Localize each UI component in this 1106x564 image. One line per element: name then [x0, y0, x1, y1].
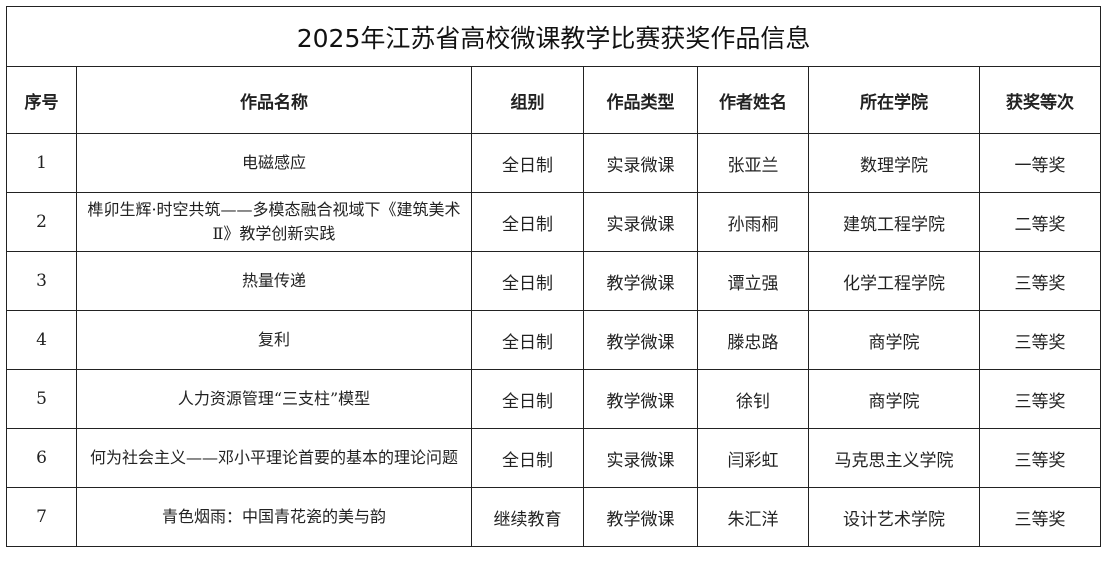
cell-group: 全日制	[471, 310, 584, 370]
cell-group: 全日制	[471, 192, 584, 252]
cell-work-name: 何为社会主义——邓小平理论首要的基本的理论问题	[76, 428, 472, 488]
cell-work-name: 人力资源管理“三支柱”模型	[76, 369, 472, 429]
header-group: 组别	[471, 66, 584, 134]
cell-index: 6	[6, 428, 77, 488]
cell-author: 张亚兰	[697, 133, 809, 193]
cell-work-name: 复利	[76, 310, 472, 370]
header-author: 作者姓名	[697, 66, 809, 134]
cell-college: 建筑工程学院	[808, 192, 980, 252]
cell-award: 三等奖	[978, 487, 1102, 547]
cell-work-name: 电磁感应	[76, 133, 472, 193]
cell-work-name: 青色烟雨：中国青花瓷的美与韵	[76, 487, 472, 547]
cell-college: 设计艺术学院	[808, 487, 980, 547]
header-row: 序号 作品名称 组别 作品类型 作者姓名 所在学院 获奖等次	[6, 66, 1102, 134]
header-college: 所在学院	[808, 66, 980, 134]
cell-work-type: 实录微课	[583, 428, 698, 488]
cell-index: 7	[6, 487, 77, 547]
table-row: 3 热量传递 全日制 教学微课 谭立强 化学工程学院 三等奖	[6, 251, 1102, 311]
cell-author: 朱汇洋	[697, 487, 809, 547]
header-work-name: 作品名称	[76, 66, 472, 134]
cell-work-type: 实录微课	[583, 133, 698, 193]
cell-award: 二等奖	[978, 192, 1102, 252]
cell-college: 化学工程学院	[808, 251, 980, 311]
cell-award: 三等奖	[978, 369, 1102, 429]
cell-award: 三等奖	[978, 310, 1102, 370]
cell-author: 谭立强	[697, 251, 809, 311]
cell-work-type: 教学微课	[583, 310, 698, 370]
cell-author: 孙雨桐	[697, 192, 809, 252]
cell-author: 闫彩虹	[697, 428, 809, 488]
cell-work-type: 实录微课	[583, 192, 698, 252]
cell-college: 商学院	[808, 369, 980, 429]
cell-award: 一等奖	[978, 133, 1102, 193]
cell-college: 数理学院	[808, 133, 980, 193]
cell-index: 5	[6, 369, 77, 429]
cell-index: 3	[6, 251, 77, 311]
cell-college: 商学院	[808, 310, 980, 370]
header-award: 获奖等次	[978, 66, 1102, 134]
cell-index: 1	[6, 133, 77, 193]
table-title: 2025年江苏省高校微课教学比赛获奖作品信息	[5, 6, 1102, 67]
header-work-type: 作品类型	[583, 66, 698, 134]
cell-group: 继续教育	[471, 487, 584, 547]
cell-author: 徐钊	[697, 369, 809, 429]
cell-work-type: 教学微课	[583, 487, 698, 547]
cell-group: 全日制	[471, 369, 584, 429]
header-index: 序号	[6, 66, 77, 134]
cell-group: 全日制	[471, 428, 584, 488]
table-row: 7 青色烟雨：中国青花瓷的美与韵 继续教育 教学微课 朱汇洋 设计艺术学院 三等奖	[6, 487, 1102, 547]
cell-college: 马克思主义学院	[808, 428, 980, 488]
table-row: 5 人力资源管理“三支柱”模型 全日制 教学微课 徐钊 商学院 三等奖	[6, 369, 1102, 429]
cell-work-type: 教学微课	[583, 251, 698, 311]
cell-index: 2	[6, 192, 77, 252]
awards-table: 2025年江苏省高校微课教学比赛获奖作品信息 序号 作品名称 组别 作品类型 作…	[5, 6, 1102, 547]
cell-award: 三等奖	[978, 251, 1102, 311]
cell-work-type: 教学微课	[583, 369, 698, 429]
table-row: 2 榫卯生辉·时空共筑——多模态融合视域下《建筑美术Ⅱ》教学创新实践 全日制 实录微课…	[6, 192, 1102, 252]
table-row: 1 电磁感应 全日制 实录微课 张亚兰 数理学院 一等奖	[6, 133, 1102, 193]
table-row: 4 复利 全日制 教学微课 滕忠路 商学院 三等奖	[6, 310, 1102, 370]
cell-work-name: 榫卯生辉·时空共筑——多模态融合视域下《建筑美术Ⅱ》教学创新实践	[76, 192, 472, 252]
table-row: 6 何为社会主义——邓小平理论首要的基本的理论问题 全日制 实录微课 闫彩虹 马克思主义学…	[6, 428, 1102, 488]
cell-group: 全日制	[471, 133, 584, 193]
cell-group: 全日制	[471, 251, 584, 311]
cell-award: 三等奖	[978, 428, 1102, 488]
cell-author: 滕忠路	[697, 310, 809, 370]
cell-index: 4	[6, 310, 77, 370]
cell-work-name: 热量传递	[76, 251, 472, 311]
